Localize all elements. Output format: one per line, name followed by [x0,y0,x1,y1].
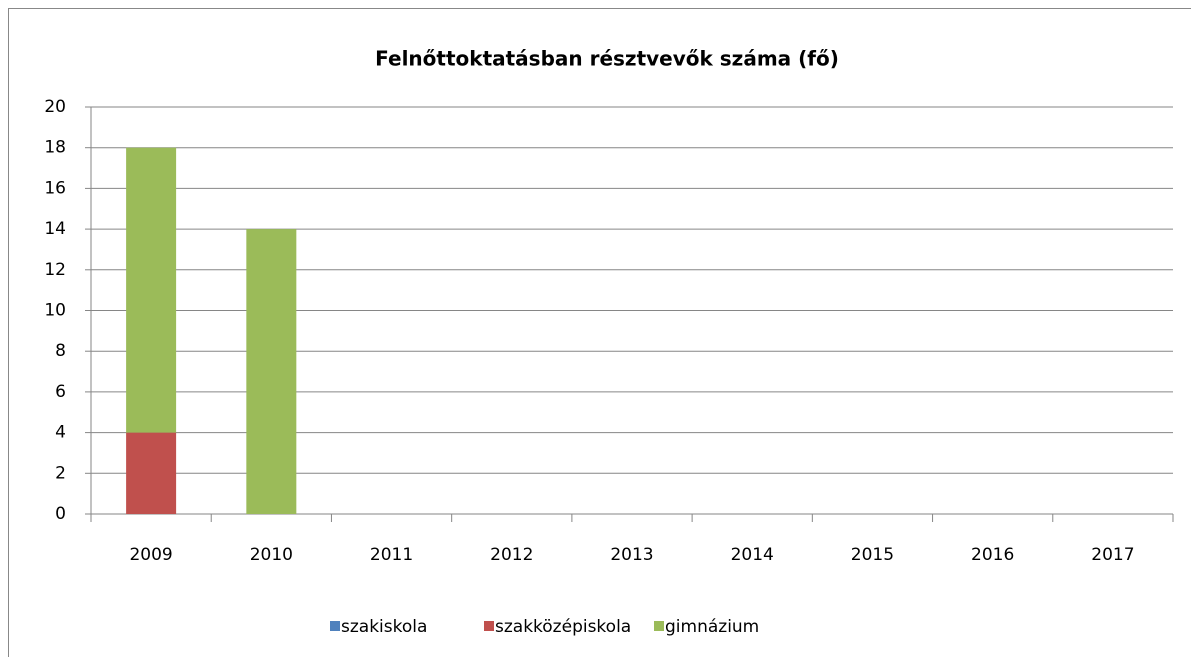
legend-label: szakiskola [341,617,427,637]
bar-segment [126,432,177,514]
legend-swatch [330,621,340,631]
x-tick-label: 2017 [1091,545,1134,565]
y-tick-label: 8 [55,341,66,361]
chart-title: Felnőttoktatásban résztvevők száma (fő) [375,47,839,71]
y-tick-label: 2 [55,463,66,483]
legend-swatch [484,621,494,631]
x-tick-label: 2010 [250,545,293,565]
y-tick-label: 16 [44,178,66,198]
x-tick-label: 2012 [490,545,533,565]
x-tick-label: 2011 [370,545,413,565]
legend-label: szakközépiskola [495,617,631,637]
y-tick-label: 20 [44,97,66,117]
chart-frame [8,8,1191,657]
x-tick-label: 2015 [851,545,894,565]
x-tick-label: 2013 [610,545,653,565]
y-tick-label: 6 [55,382,66,402]
y-tick-label: 4 [55,423,66,443]
y-tick-label: 18 [44,138,66,158]
x-tick-label: 2016 [971,545,1014,565]
x-tick-label: 2014 [731,545,774,565]
y-tick-label: 14 [44,219,66,239]
y-tick-label: 10 [44,301,66,321]
bar-segment [126,147,177,433]
y-tick-label: 12 [44,260,66,280]
y-tick-label: 0 [55,504,66,524]
legend-label: gimnázium [665,617,759,637]
legend-swatch [654,621,664,631]
x-tick-label: 2009 [129,545,172,565]
bar-segment [246,229,297,514]
